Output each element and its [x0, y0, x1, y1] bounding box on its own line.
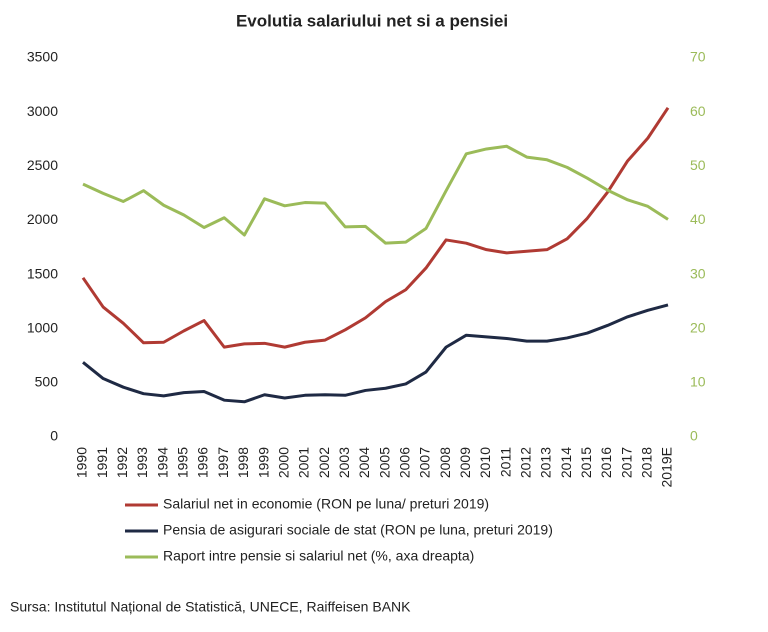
- x-tick-label: 1999: [255, 447, 271, 478]
- x-tick-label: 2017: [618, 447, 634, 478]
- x-tick-label: 2016: [598, 447, 614, 478]
- x-tick-label: 2008: [437, 447, 453, 478]
- y-tick-label: 500: [35, 374, 59, 390]
- x-tick-label: 2009: [457, 447, 473, 478]
- x-tick-label: 2006: [396, 447, 412, 478]
- x-tick-label: 1990: [74, 447, 90, 478]
- x-tick-label: 1992: [114, 447, 130, 478]
- legend-label: Pensia de asigurari sociale de stat (RON…: [163, 522, 553, 538]
- y2-tick-label: 70: [690, 49, 706, 65]
- x-tick-label: 2005: [376, 447, 392, 478]
- x-tick-label: 2014: [558, 447, 574, 478]
- x-tick-label: 1995: [175, 447, 191, 478]
- x-tick-label: 2010: [477, 447, 493, 478]
- series-line: [82, 144, 669, 245]
- x-tick-label: 2012: [517, 447, 533, 478]
- y-tick-label: 1000: [27, 319, 58, 335]
- x-tick-label: 2003: [336, 447, 352, 478]
- x-tick-label: 2002: [316, 447, 332, 478]
- y2-tick-label: 50: [690, 157, 706, 173]
- chart-title: Evolutia salariului net si a pensiei: [236, 11, 508, 30]
- y2-tick-label: 20: [690, 319, 706, 335]
- x-tick-label: 1998: [235, 447, 251, 478]
- legend-label: Salariul net in economie (RON pe luna/ p…: [163, 496, 489, 512]
- legend-label: Raport intre pensie si salariul net (%, …: [163, 548, 474, 564]
- x-tick-label: 2007: [417, 447, 433, 478]
- x-tick-label: 1991: [94, 447, 110, 478]
- y2-tick-label: 40: [690, 211, 706, 227]
- y-tick-label: 2000: [27, 211, 58, 227]
- x-tick-label: 1997: [215, 447, 231, 478]
- y-tick-label: 3500: [27, 49, 58, 65]
- x-tick-label: 1993: [134, 447, 150, 478]
- x-tick-label: 2000: [275, 447, 291, 478]
- x-tick-label: 2019E: [659, 447, 675, 487]
- x-tick-label: 1996: [195, 447, 211, 478]
- y2-tick-label: 60: [690, 103, 706, 119]
- y2-tick-label: 0: [690, 428, 698, 444]
- x-tick-label: 2011: [497, 447, 513, 477]
- y-tick-label: 2500: [27, 157, 58, 173]
- x-tick-label: 2013: [538, 447, 554, 478]
- series-line: [82, 303, 669, 404]
- x-tick-label: 2018: [639, 447, 655, 478]
- x-tick-label: 1994: [154, 447, 170, 478]
- y-tick-label: 3000: [27, 103, 58, 119]
- y-tick-label: 0: [50, 428, 58, 444]
- x-tick-label: 2004: [356, 447, 372, 478]
- x-tick-label: 2015: [578, 447, 594, 478]
- y2-tick-label: 10: [690, 374, 706, 390]
- x-tick-label: 2001: [296, 447, 312, 478]
- series-line: [81, 106, 670, 349]
- y2-tick-label: 30: [690, 265, 706, 281]
- y-tick-label: 1500: [27, 265, 58, 281]
- source-note: Sursa: Institutul Național de Statistică…: [10, 599, 411, 615]
